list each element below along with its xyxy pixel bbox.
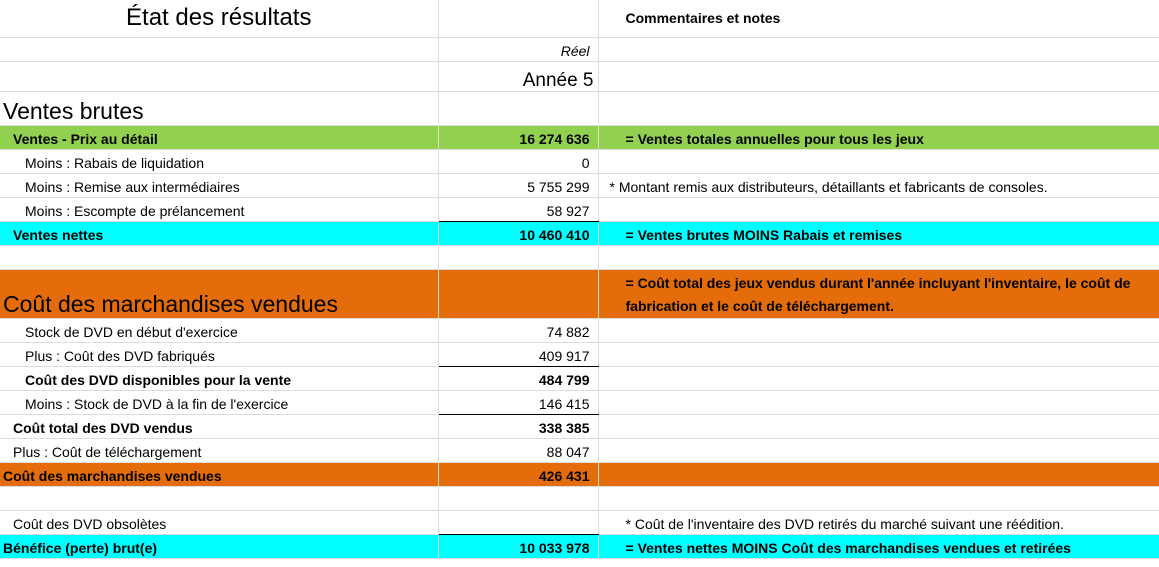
row-value: 338 385 [438, 414, 599, 439]
row-value: 0 [438, 149, 599, 174]
row-label: Moins : Escompte de prélancement [0, 197, 439, 222]
row: Ventes - Prix au détail 16 274 636 = Vente… [0, 125, 1159, 150]
row-comment: = Ventes nettes MOINS Coût des marchandi… [598, 534, 1159, 559]
row-comment [598, 149, 1159, 174]
row-label: Coût des marchandises vendues [0, 269, 439, 319]
row-comment [598, 366, 1159, 391]
row: Coût des marchandises vendues 426 431 [0, 462, 1159, 487]
row-comment [598, 342, 1159, 367]
row-label [0, 486, 439, 511]
row: Moins : Stock de DVD à la fin de l'exerc… [0, 390, 1159, 415]
row: Moins : Remise aux intermédiaires 5 755 2… [0, 173, 1159, 198]
row-label: Bénéfice (perte) brut(e) [0, 534, 439, 559]
row-label [0, 245, 439, 270]
row-label: Coût des DVD obsolètes [0, 510, 439, 535]
row-comment: * Montant remis aux distributeurs, détai… [598, 173, 1159, 198]
row-comment [598, 197, 1159, 222]
row-comment [598, 318, 1159, 343]
row-label: Coût des marchandises vendues [0, 462, 439, 487]
row-value: 74 882 [438, 318, 599, 343]
cell [598, 37, 1159, 62]
row-label: Coût total des DVD vendus [0, 414, 439, 439]
row: Coût des marchandises vendues = Coût tota… [0, 269, 1159, 319]
row-value: 146 415 [438, 390, 599, 415]
row-label: Stock de DVD en début d'exercice [0, 318, 439, 343]
row: Moins : Escompte de prélancement 58 927 [0, 197, 1159, 222]
row: Coût total des DVD vendus 338 385 [0, 414, 1159, 439]
row-value: 5 755 299 [438, 173, 599, 198]
row-label: Ventes brutes [0, 91, 439, 126]
row-value [438, 486, 599, 511]
row: Ventes nettes 10 460 410 = Ventes brutes M… [0, 221, 1159, 246]
column-year: Année 5 [438, 61, 599, 92]
row-comment [598, 414, 1159, 439]
column-label: Réel [438, 37, 599, 62]
row-comment [598, 390, 1159, 415]
row-comment [598, 91, 1159, 126]
row-comment: = Ventes brutes MOINS Rabais et remises [598, 221, 1159, 246]
row: Plus : Coût de téléchargement 88 047 [0, 438, 1159, 463]
comments-title: Commentaires et notes [598, 0, 1159, 38]
row-value: 10 460 410 [438, 221, 599, 246]
row-value [438, 509, 599, 535]
row: Ventes brutes [0, 91, 1159, 126]
row [0, 245, 1159, 270]
row-value [438, 245, 599, 270]
row: Stock de DVD en début d'exercice 74 882 [0, 318, 1159, 343]
row-value [438, 269, 599, 319]
row: Année 5 [0, 61, 1159, 92]
cell [598, 61, 1159, 92]
row-comment [598, 438, 1159, 463]
cell [438, 0, 599, 38]
row-comment [598, 486, 1159, 511]
row-comment: = Ventes totales annuelles pour tous les… [598, 125, 1159, 150]
row-comment [598, 462, 1159, 487]
row-label: Moins : Remise aux intermédiaires [0, 173, 439, 198]
row-value [438, 91, 599, 126]
row-comment: * Coût de l'inventaire des DVD retirés d… [598, 510, 1159, 535]
row: Coût des DVD obsolètes * Coût de l'invent… [0, 509, 1159, 535]
row-value: 88 047 [438, 438, 599, 463]
row-value: 16 274 636 [438, 125, 599, 150]
row: Réel [0, 37, 1159, 62]
row-label: Ventes - Prix au détail [0, 125, 439, 150]
row: Coût des DVD disponibles pour la vente 48… [0, 366, 1159, 391]
row-label: Plus : Coût de téléchargement [0, 438, 439, 463]
row: Moins : Rabais de liquidation 0 [0, 149, 1159, 174]
title: État des résultats [0, 0, 439, 38]
row-label: Moins : Stock de DVD à la fin de l'exerc… [0, 390, 439, 415]
row-label: Ventes nettes [0, 221, 439, 246]
row-value: 426 431 [438, 462, 599, 487]
cell [0, 61, 439, 92]
row-comment [598, 245, 1159, 270]
row: État des résultats Commentaires et notes [0, 0, 1159, 38]
row-value: 484 799 [438, 366, 599, 391]
row [0, 486, 1159, 511]
row-value: 409 917 [438, 342, 599, 367]
row-value: 58 927 [438, 197, 599, 222]
row: Plus : Coût des DVD fabriqués 409 917 [0, 342, 1159, 367]
row-label: Plus : Coût des DVD fabriqués [0, 342, 439, 367]
row-comment: = Coût total des jeux vendus durant l'an… [598, 269, 1159, 319]
row: Bénéfice (perte) brut(e) 10 033 978 = Vent… [0, 534, 1159, 559]
row-label: Coût des DVD disponibles pour la vente [0, 366, 439, 391]
cell [0, 37, 439, 62]
row-value: 10 033 978 [438, 534, 599, 559]
row-label: Moins : Rabais de liquidation [0, 149, 439, 174]
